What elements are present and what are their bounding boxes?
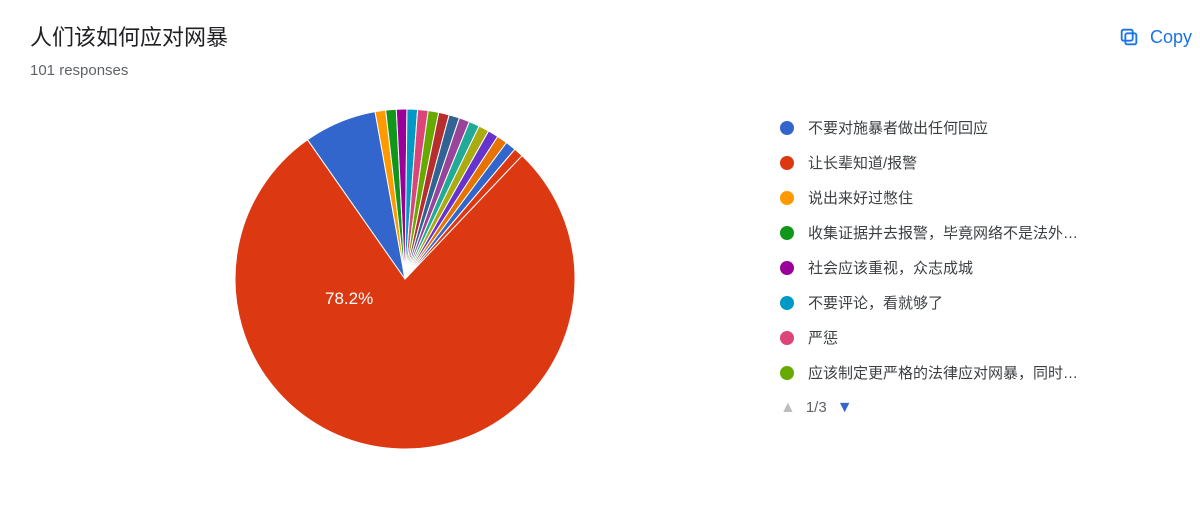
legend-container: 不要对施暴者做出任何回应让长辈知道/报警说出来好过憋住收集证据并去报警，毕竟网络… bbox=[780, 109, 1200, 416]
pager-text: 1/3 bbox=[806, 399, 827, 416]
legend-swatch bbox=[780, 156, 794, 170]
legend-pager: ▲ 1/3 ▼ bbox=[780, 399, 1200, 416]
pie-container: 78.2% bbox=[30, 109, 780, 449]
responses-count: 101 responses bbox=[30, 62, 228, 79]
chart-title: 人们该如何应对网暴 bbox=[30, 20, 228, 52]
legend-swatch bbox=[780, 261, 794, 275]
legend-item[interactable]: 严惩 bbox=[780, 327, 1180, 348]
legend-label: 说出来好过憋住 bbox=[808, 187, 913, 208]
copy-button[interactable]: Copy bbox=[1118, 26, 1192, 48]
legend-label: 应该制定更严格的法律应对网暴，同时… bbox=[808, 362, 1078, 383]
header-row: 人们该如何应对网暴 101 responses Copy bbox=[30, 20, 1200, 79]
pie-chart bbox=[235, 109, 575, 449]
chart-card: 人们该如何应对网暴 101 responses Copy 78.2% 不要对施暴… bbox=[0, 0, 1200, 506]
legend-item[interactable]: 收集证据并去报警，毕竟网络不是法外… bbox=[780, 222, 1180, 243]
legend-swatch bbox=[780, 331, 794, 345]
legend-swatch bbox=[780, 296, 794, 310]
legend-list: 不要对施暴者做出任何回应让长辈知道/报警说出来好过憋住收集证据并去报警，毕竟网络… bbox=[780, 117, 1200, 383]
legend-item[interactable]: 不要对施暴者做出任何回应 bbox=[780, 117, 1180, 138]
legend-item[interactable]: 不要评论，看就够了 bbox=[780, 292, 1180, 313]
copy-label: Copy bbox=[1150, 27, 1192, 48]
legend-label: 不要对施暴者做出任何回应 bbox=[808, 117, 988, 138]
pie-holder: 78.2% bbox=[235, 109, 575, 449]
legend-swatch bbox=[780, 121, 794, 135]
chart-body: 78.2% 不要对施暴者做出任何回应让长辈知道/报警说出来好过憋住收集证据并去报… bbox=[30, 109, 1200, 449]
legend-label: 社会应该重视，众志成城 bbox=[808, 257, 973, 278]
legend-label: 让长辈知道/报警 bbox=[808, 152, 917, 173]
legend-item[interactable]: 说出来好过憋住 bbox=[780, 187, 1180, 208]
legend-swatch bbox=[780, 366, 794, 380]
pager-next-icon[interactable]: ▼ bbox=[837, 400, 853, 416]
legend-item[interactable]: 让长辈知道/报警 bbox=[780, 152, 1180, 173]
legend-label: 收集证据并去报警，毕竟网络不是法外… bbox=[808, 222, 1078, 243]
legend-item[interactable]: 社会应该重视，众志成城 bbox=[780, 257, 1180, 278]
legend-swatch bbox=[780, 226, 794, 240]
title-block: 人们该如何应对网暴 101 responses bbox=[30, 20, 228, 79]
legend-label: 不要评论，看就够了 bbox=[808, 292, 943, 313]
pager-prev-icon: ▲ bbox=[780, 400, 796, 416]
legend-label: 严惩 bbox=[808, 327, 838, 348]
legend-item[interactable]: 应该制定更严格的法律应对网暴，同时… bbox=[780, 362, 1180, 383]
copy-icon bbox=[1118, 26, 1140, 48]
legend-swatch bbox=[780, 191, 794, 205]
